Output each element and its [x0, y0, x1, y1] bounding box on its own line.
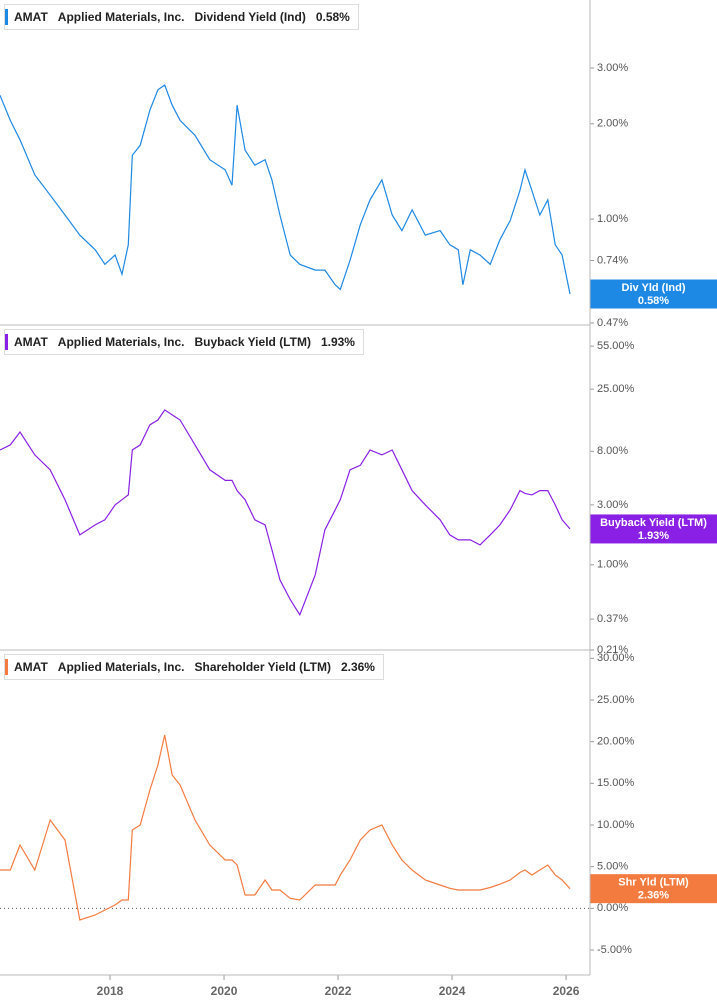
end-label-box	[590, 874, 717, 904]
legend: AMAT Applied Materials, Inc. Shareholder Y…	[4, 654, 384, 680]
legend-swatch	[5, 334, 8, 350]
y-tick-label: -5.00%	[597, 944, 632, 956]
series-line	[0, 84, 571, 295]
y-tick-label: 2.00%	[597, 118, 628, 130]
y-tick-label: 20.00%	[597, 736, 635, 748]
end-label-box	[590, 514, 717, 544]
y-tick-label: 0.21%	[597, 644, 628, 656]
end-label-name: Buyback Yield (LTM)	[600, 517, 707, 529]
x-tick-label: 2020	[211, 984, 238, 998]
legend-ticker: AMAT	[14, 660, 48, 674]
y-tick-label: 5.00%	[597, 861, 628, 873]
end-label-box	[590, 279, 717, 309]
y-tick-label: 10.00%	[597, 819, 635, 831]
x-tick-label: 2022	[325, 984, 352, 998]
legend-swatch	[5, 9, 8, 25]
y-tick-label: 1.00%	[597, 213, 628, 225]
legend-company: Applied Materials, Inc.	[57, 660, 185, 674]
y-tick-label: 25.00%	[597, 694, 635, 706]
end-label-value: 2.36%	[638, 890, 669, 902]
y-tick-label: 1.00%	[597, 559, 628, 571]
y-tick-label: 3.00%	[597, 499, 628, 511]
x-tick-label: 2018	[97, 984, 124, 998]
y-tick-label: 0.00%	[597, 902, 628, 914]
y-tick-label: 25.00%	[597, 383, 635, 395]
legend: AMAT Applied Materials, Inc. Dividend Yiel…	[4, 4, 359, 30]
series-line	[0, 734, 571, 921]
end-label-name: Shr Yld (LTM)	[618, 877, 689, 889]
y-tick-label: 3.00%	[597, 62, 628, 74]
legend-ticker: AMAT	[14, 335, 48, 349]
end-label-name: Div Yld (Ind)	[622, 282, 686, 294]
y-tick-label: 55.00%	[597, 340, 635, 352]
legend-company: Applied Materials, Inc.	[57, 10, 185, 24]
y-tick-label: 0.74%	[597, 254, 628, 266]
legend-value: 1.93%	[320, 335, 355, 349]
legend-series: Dividend Yield (Ind)	[194, 10, 306, 24]
legend-swatch	[5, 659, 8, 675]
legend-value: 2.36%	[340, 660, 375, 674]
legend-ticker: AMAT	[14, 10, 48, 24]
x-tick-label: 2024	[439, 984, 466, 998]
legend-value: 0.58%	[315, 10, 350, 24]
legend: AMAT Applied Materials, Inc. Buyback Yield…	[4, 329, 364, 355]
x-tick-label: 2026	[553, 984, 580, 998]
legend-company: Applied Materials, Inc.	[57, 335, 185, 349]
y-tick-label: 15.00%	[597, 777, 635, 789]
end-label-value: 1.93%	[638, 530, 669, 542]
y-tick-label: 8.00%	[597, 445, 628, 457]
y-tick-label: 0.37%	[597, 613, 628, 625]
series-line	[0, 409, 571, 617]
y-tick-label: 30.00%	[597, 652, 635, 664]
legend-series: Buyback Yield (LTM)	[194, 335, 311, 349]
y-tick-label: 0.47%	[597, 317, 628, 329]
legend-series: Shareholder Yield (LTM)	[194, 660, 331, 674]
end-label-value: 0.58%	[638, 295, 669, 307]
